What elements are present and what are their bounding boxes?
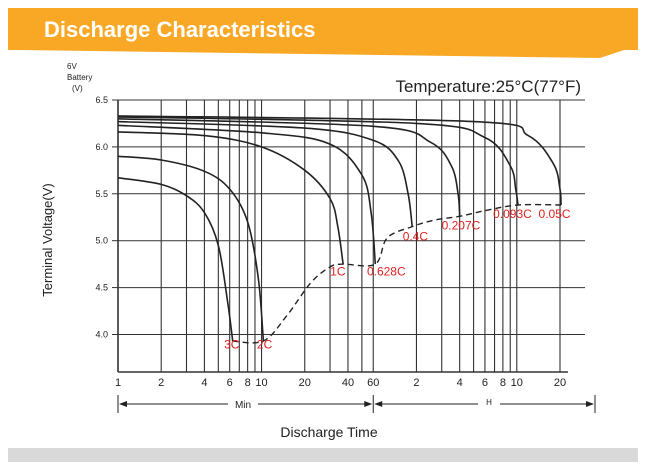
grid-lines — [117, 99, 585, 373]
discharge-curve — [117, 131, 344, 265]
range-arrow — [586, 401, 594, 407]
footer-band — [8, 448, 638, 462]
discharge-curve — [117, 115, 562, 206]
x-axis-title: Discharge Time — [280, 424, 377, 440]
discharge-curve — [117, 177, 234, 342]
range-arrow — [364, 401, 373, 407]
discharge-curve — [117, 124, 377, 265]
y-tick-label: 6.5 — [95, 95, 108, 105]
x-tick-label: 10 — [255, 377, 267, 389]
x-tick-label: 20 — [554, 377, 566, 389]
y-tick-label: 6.0 — [95, 142, 108, 152]
y-tick-labels: 4.0 4.5 5.0 5.5 6.0 6.5 — [95, 95, 118, 339]
discharge-curve — [117, 120, 413, 227]
curve-label: 0.628C — [367, 264, 406, 278]
header-banner — [8, 8, 638, 58]
x-tick-label: 8 — [245, 377, 251, 389]
x-tick-label: 2 — [413, 377, 419, 389]
x-tick-label: 4 — [201, 377, 207, 389]
end-voltage-curve — [232, 203, 562, 344]
curve-label: 2C — [257, 338, 273, 352]
curve-label: 0.05C — [539, 207, 571, 221]
range-arrow — [374, 401, 383, 407]
x-tick-label: 40 — [342, 377, 354, 389]
range-arrow — [119, 401, 127, 407]
curve-label: 0.207C — [442, 218, 481, 232]
x-tick-label: 1 — [115, 377, 121, 389]
discharge-curve — [117, 116, 519, 206]
x-tick-label: 6 — [482, 377, 488, 389]
time-range-markers: Min H — [117, 395, 596, 413]
x-tick-label: 10 — [511, 377, 523, 389]
y-tick-label: 5.0 — [95, 236, 108, 246]
battery-label-1: 6V — [67, 62, 77, 71]
x-unit-hour: H — [486, 398, 492, 407]
y-tick-label: 4.0 — [95, 329, 108, 339]
curve-label: 0.4C — [403, 230, 429, 244]
x-tick-label: 2 — [158, 377, 164, 389]
x-tick-label: 8 — [500, 377, 506, 389]
x-tick-label: 4 — [457, 377, 463, 389]
x-tick-label: 6 — [227, 377, 233, 389]
x-tick-labels: 1 2 4 6 8 10 20 40 60 2 4 6 8 10 20 — [115, 377, 566, 389]
curve-labels: 3C 2C 1C 0.628C 0.4C 0.207C 0.093C 0.05C — [224, 207, 571, 351]
curve-label: 3C — [224, 338, 240, 352]
curve-label: 1C — [330, 264, 346, 278]
y-axis-title: Terminal Voltage(V) — [40, 183, 55, 296]
y-tick-label: 5.5 — [95, 189, 108, 199]
temperature-label: Temperature:25°C(77°F) — [395, 77, 581, 96]
discharge-curves — [117, 115, 562, 344]
x-unit-min: Min — [235, 400, 251, 411]
battery-label-3: (V) — [72, 84, 83, 93]
x-tick-label: 20 — [299, 377, 311, 389]
curve-label: 0.093C — [493, 207, 532, 221]
discharge-curve — [117, 155, 265, 342]
header-title: Discharge Characteristics — [44, 17, 315, 42]
battery-label-2: Battery — [67, 73, 92, 82]
x-tick-label: 60 — [367, 377, 379, 389]
y-tick-label: 4.5 — [95, 283, 108, 293]
discharge-curve — [117, 118, 461, 217]
